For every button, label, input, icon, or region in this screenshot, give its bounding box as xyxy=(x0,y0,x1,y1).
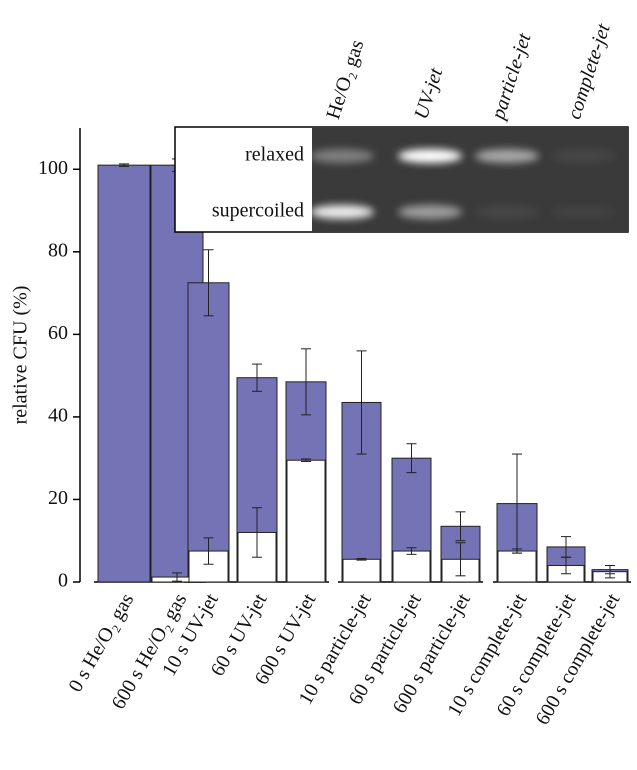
bar xyxy=(497,550,537,583)
error-bar xyxy=(172,572,182,582)
bar xyxy=(392,550,431,583)
gel-band xyxy=(551,149,615,163)
lane-label: UV-jet xyxy=(410,65,447,122)
error-bar xyxy=(301,348,311,416)
bar xyxy=(286,459,326,583)
error-bar xyxy=(301,458,311,462)
error-bar xyxy=(512,548,522,554)
bar xyxy=(342,558,381,583)
y-tick-label: 0 xyxy=(58,570,68,592)
error-bar xyxy=(406,443,417,474)
y-tick-label: 20 xyxy=(48,487,68,509)
gel-band xyxy=(475,205,539,219)
error-bar xyxy=(561,556,571,575)
error-bar xyxy=(605,564,615,579)
bar xyxy=(97,164,151,583)
error-bar xyxy=(356,557,367,561)
y-tick-label: 100 xyxy=(38,157,68,179)
gel-band xyxy=(398,205,462,219)
band-label: relaxed xyxy=(245,144,304,166)
error-bar xyxy=(455,511,466,542)
gel-band xyxy=(475,149,539,163)
error-bar xyxy=(406,547,417,555)
band-label: supercoiled xyxy=(212,200,304,222)
y-axis-label: relative CFU (%) xyxy=(10,286,32,425)
lane-label: complete-jet xyxy=(563,21,615,122)
error-bar xyxy=(203,537,214,565)
y-tick-label: 40 xyxy=(48,405,68,427)
lane-label: He/O₂ gas xyxy=(322,37,368,122)
error-bar xyxy=(252,363,262,392)
y-tick-label: 60 xyxy=(48,322,68,344)
error-bar xyxy=(356,350,367,455)
bar xyxy=(187,282,230,583)
error-bar xyxy=(119,163,129,167)
gel-band xyxy=(551,205,615,219)
error-bar xyxy=(252,507,262,558)
y-tick-label: 80 xyxy=(48,239,68,261)
gel-band xyxy=(310,149,374,163)
error-bar xyxy=(455,542,466,577)
gel-band xyxy=(398,149,462,163)
gel-band xyxy=(310,205,374,219)
lane-label: particle-jet xyxy=(487,30,536,124)
error-bar xyxy=(203,249,214,317)
